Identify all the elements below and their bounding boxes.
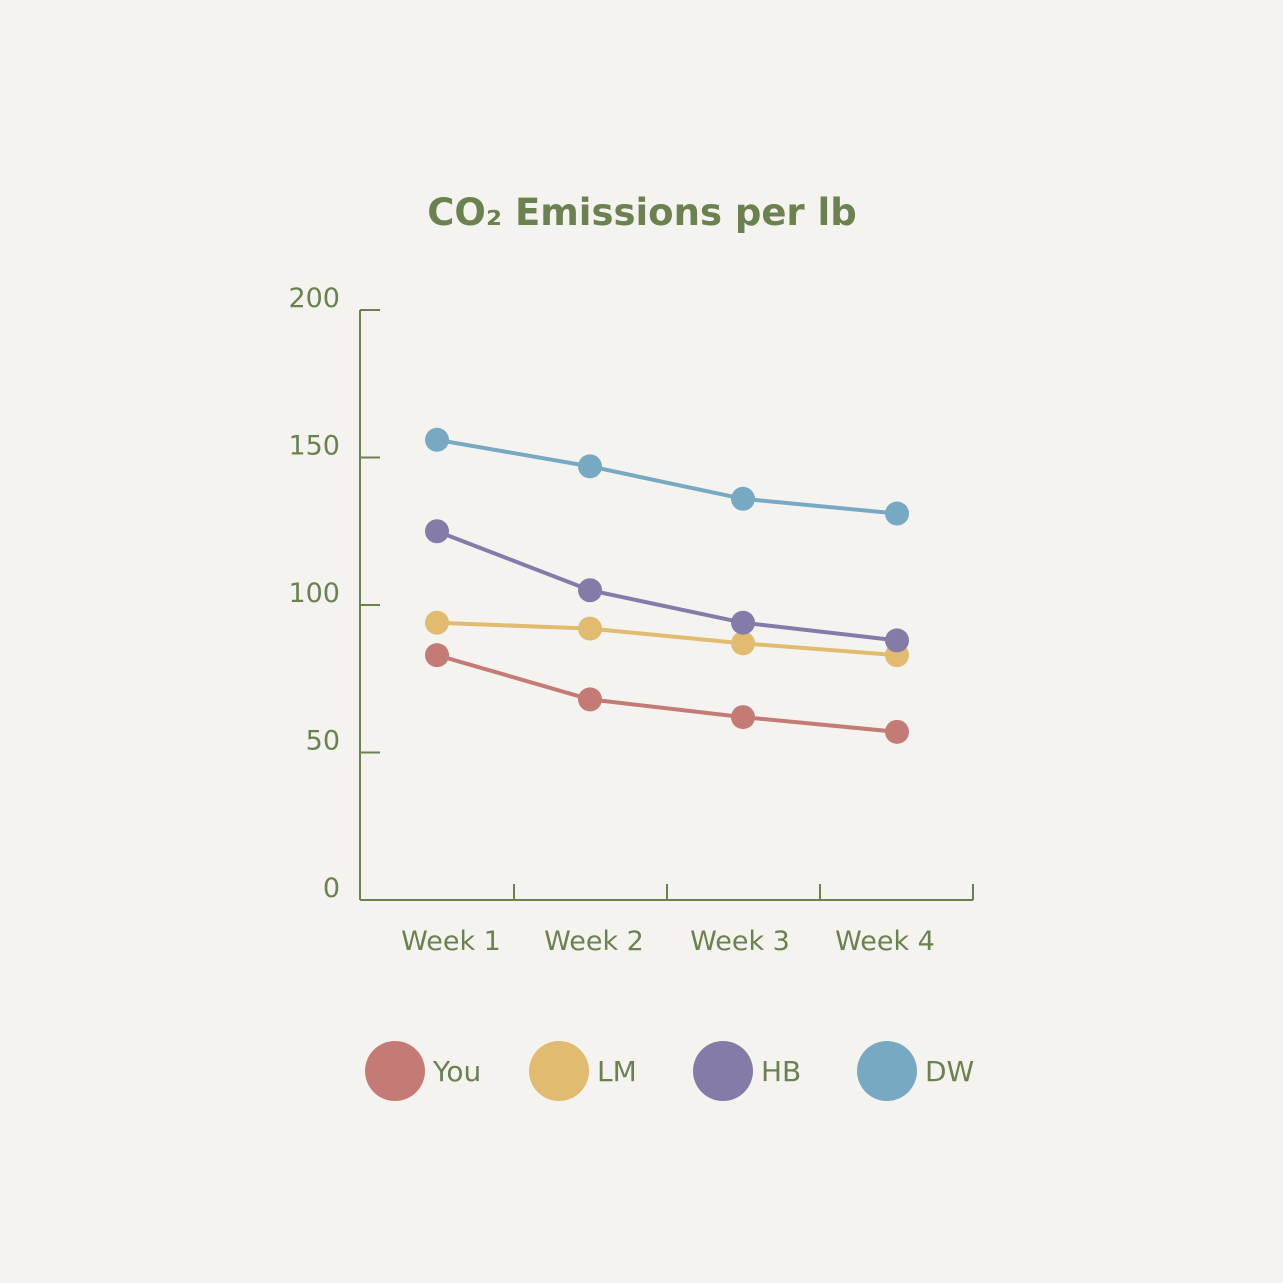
data-point-hb-1 bbox=[425, 519, 449, 544]
y-tick-label: 200 bbox=[288, 283, 340, 314]
legend: You LM HB DW bbox=[365, 1041, 974, 1101]
y-tick-label: 150 bbox=[288, 431, 340, 462]
legend-label: LM bbox=[597, 1055, 637, 1088]
legend-item-lm: LM bbox=[529, 1041, 637, 1101]
data-point-lm-2 bbox=[578, 616, 602, 641]
chart-title: CO₂ Emissions per lb bbox=[427, 191, 856, 234]
data-point-dw-1 bbox=[425, 427, 449, 452]
data-point-hb-2 bbox=[578, 578, 602, 603]
legend-item-hb: HB bbox=[693, 1041, 801, 1101]
data-point-you-3 bbox=[731, 705, 755, 730]
legend-label: HB bbox=[761, 1055, 801, 1088]
data-point-dw-2 bbox=[578, 454, 602, 479]
x-tick-label: Week 1 bbox=[401, 926, 501, 957]
x-tick-label: Week 2 bbox=[544, 926, 644, 957]
data-point-you-1 bbox=[425, 643, 449, 668]
data-point-you-4 bbox=[885, 719, 909, 744]
x-tick-label: Week 3 bbox=[690, 926, 790, 957]
series-lines bbox=[436, 437, 898, 734]
data-point-dw-4 bbox=[885, 501, 909, 526]
series-line-dw bbox=[436, 437, 898, 516]
legend-label: You bbox=[432, 1055, 481, 1088]
legend-label: DW bbox=[925, 1055, 974, 1088]
legend-swatch bbox=[857, 1041, 917, 1101]
y-axis-tick-labels: 0 50 100 150 200 bbox=[288, 283, 340, 904]
x-axis-tick-labels: Week 1 Week 2 Week 3 Week 4 bbox=[401, 926, 935, 957]
legend-item-dw: DW bbox=[857, 1041, 974, 1101]
series-points bbox=[425, 427, 909, 744]
data-point-hb-3 bbox=[731, 610, 755, 635]
data-point-lm-1 bbox=[425, 610, 449, 635]
series-line-you bbox=[436, 653, 898, 734]
legend-swatch bbox=[365, 1041, 425, 1101]
y-tick-label: 50 bbox=[306, 726, 340, 757]
data-point-hb-4 bbox=[885, 628, 909, 653]
data-point-you-2 bbox=[578, 687, 602, 712]
legend-swatch bbox=[693, 1041, 753, 1101]
y-tick-label: 0 bbox=[323, 873, 340, 904]
series-line-hb bbox=[436, 529, 898, 643]
chart-axes bbox=[359, 309, 974, 901]
data-point-lm-3 bbox=[731, 631, 755, 656]
legend-swatch bbox=[529, 1041, 589, 1101]
series-line-lm bbox=[436, 620, 898, 658]
legend-item-you: You bbox=[365, 1041, 481, 1101]
x-tick-label: Week 4 bbox=[835, 926, 935, 957]
data-point-dw-3 bbox=[731, 486, 755, 511]
y-tick-label: 100 bbox=[288, 578, 340, 609]
